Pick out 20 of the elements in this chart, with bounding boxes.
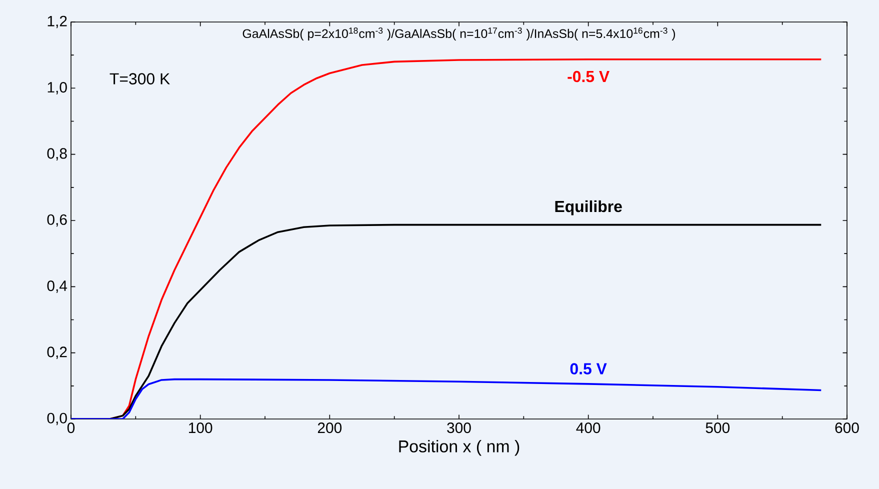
x-tick-label: 300 <box>447 422 471 434</box>
annotation: T=300 K <box>110 73 170 84</box>
x-tick-label: 400 <box>576 422 600 434</box>
x-tick-label: 500 <box>706 422 730 434</box>
y-tick-label: 0,8 <box>47 148 67 160</box>
y-tick-label: 0,4 <box>47 280 68 293</box>
x-tick-label: 100 <box>189 422 212 434</box>
y-tick-label: 0,0 <box>47 412 67 426</box>
series-label: 0.5 V <box>570 363 607 374</box>
series-label: Equilibre <box>555 200 622 216</box>
x-tick-label: 200 <box>318 422 342 434</box>
series-label: -0.5 V <box>568 70 610 82</box>
text: GaAlAsSb( p=2x10$^{18}$cm$^{-3}$ )/GaAlAsSb( n=10$^{17}$cm$^{-3}$ )/InAsSb( n=5.4x10$^{16}$cm$^{-3}$ ) <box>242 27 676 41</box>
x-tick-label: 600 <box>835 422 859 434</box>
x-tick-label: 0 <box>67 422 75 434</box>
y-tick-label: 1,0 <box>48 82 67 94</box>
y-tick-label: 1,2 <box>48 16 67 28</box>
y-tick-label: 0,2 <box>47 346 67 359</box>
y-tick-label: 0,6 <box>47 214 67 227</box>
x-axis-title: Position x ( nm ) <box>399 440 520 456</box>
